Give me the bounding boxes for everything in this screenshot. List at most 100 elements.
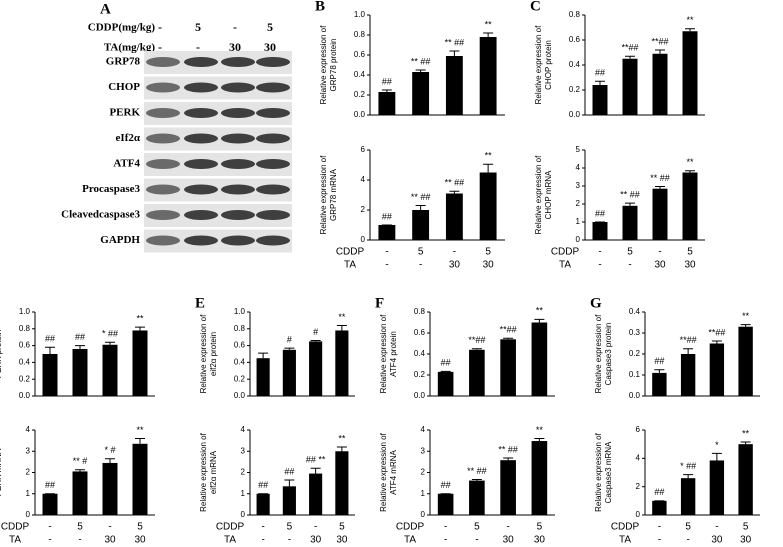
bar bbox=[652, 53, 668, 115]
x-table-name: CDDP bbox=[396, 522, 425, 533]
significance-label: ** bbox=[485, 19, 493, 29]
panel-label: C bbox=[530, 0, 541, 14]
x-table-value: 30 bbox=[104, 535, 116, 546]
y-tick-label: 1 bbox=[576, 217, 581, 226]
error-bar bbox=[534, 318, 545, 323]
x-table-value: 30 bbox=[684, 260, 696, 271]
x-table-value: - bbox=[419, 260, 422, 271]
blot-band bbox=[256, 57, 290, 67]
x-table-value: 5 bbox=[485, 247, 491, 258]
x-table-value: 30 bbox=[449, 260, 461, 271]
y-tick-label: 0.4 bbox=[629, 307, 641, 316]
bar bbox=[652, 188, 668, 240]
y-tick-label: 0.3 bbox=[629, 328, 641, 337]
bar bbox=[42, 493, 58, 515]
x-table-name: TA bbox=[224, 535, 236, 546]
bar bbox=[445, 56, 463, 115]
error-bar bbox=[503, 457, 514, 461]
blot-strip bbox=[144, 76, 292, 100]
y-tick-label: 6 bbox=[361, 145, 366, 154]
x-table-value: - bbox=[78, 535, 81, 546]
y-axis-label: Relative expression of bbox=[379, 314, 388, 393]
error-bar bbox=[336, 446, 347, 452]
condition-value: 5 bbox=[267, 20, 273, 34]
y-axis-label: ATF4 protein bbox=[389, 331, 398, 377]
x-table-value: - bbox=[453, 247, 456, 258]
x-table-value: - bbox=[598, 247, 601, 258]
y-tick-label: 0.8 bbox=[414, 307, 426, 316]
significance-label: * # bbox=[104, 445, 115, 455]
y-tick-label: 0.6 bbox=[354, 50, 366, 59]
protein-label: CHOP bbox=[108, 81, 140, 93]
significance-label: ## bbox=[45, 480, 55, 490]
panel-label: E bbox=[195, 295, 205, 311]
blot-band bbox=[184, 133, 218, 144]
x-table-value: - bbox=[48, 535, 51, 546]
y-tick-label: 4 bbox=[636, 453, 641, 462]
bar bbox=[738, 444, 753, 515]
bar bbox=[256, 493, 270, 515]
x-table-value: 5 bbox=[743, 522, 749, 533]
condition-value: 30 bbox=[264, 40, 276, 54]
condition-name: TA(mg/kg) bbox=[104, 42, 155, 54]
error-bar bbox=[75, 469, 85, 472]
error-bar bbox=[685, 28, 695, 32]
y-tick-label: 0.0 bbox=[629, 391, 641, 400]
condition-value: 30 bbox=[229, 40, 241, 54]
error-bar bbox=[415, 69, 426, 72]
significance-label: ** ## bbox=[467, 466, 487, 476]
error-bar bbox=[483, 163, 494, 173]
blot-band bbox=[146, 108, 180, 118]
y-tick-label: 0.2 bbox=[569, 85, 581, 94]
blot-band bbox=[146, 82, 180, 93]
y-tick-label: 0.6 bbox=[414, 328, 426, 337]
x-table-value: 30 bbox=[134, 535, 146, 546]
error-bar bbox=[625, 202, 635, 206]
bar bbox=[500, 460, 516, 515]
y-tick-label: 2 bbox=[241, 468, 246, 477]
y-tick-label: 1.0 bbox=[354, 10, 366, 19]
protein-label: GRP78 bbox=[106, 56, 141, 68]
bar bbox=[622, 58, 638, 115]
blot-band bbox=[184, 82, 218, 93]
y-tick-label: 0 bbox=[421, 510, 426, 519]
error-bar bbox=[654, 369, 665, 373]
protein-label: Cleavedcaspase3 bbox=[61, 209, 140, 221]
y-tick-label: 0 bbox=[26, 510, 31, 519]
protein-label: Procaspase3 bbox=[82, 183, 140, 195]
x-table-value: 30 bbox=[534, 535, 546, 546]
error-bar bbox=[105, 341, 115, 345]
x-table-value: 30 bbox=[654, 260, 666, 271]
significance-label: ## bbox=[441, 480, 451, 490]
y-tick-label: 0 bbox=[241, 510, 246, 519]
x-table-value: 5 bbox=[137, 522, 143, 533]
y-tick-label: 0.6 bbox=[569, 35, 581, 44]
condition-value: 5 bbox=[195, 20, 201, 34]
bar bbox=[42, 354, 58, 396]
error-bar bbox=[284, 347, 295, 350]
y-tick-label: 0 bbox=[636, 510, 641, 519]
y-axis-label: PERK protein bbox=[0, 330, 3, 378]
bar bbox=[412, 72, 430, 115]
y-tick-label: 0.0 bbox=[569, 110, 581, 119]
blot-band bbox=[184, 235, 218, 246]
blot-band bbox=[146, 159, 180, 169]
error-bar bbox=[711, 340, 722, 344]
x-table-value: - bbox=[288, 535, 291, 546]
y-tick-label: 0 bbox=[361, 235, 366, 244]
bar bbox=[282, 486, 296, 515]
y-tick-label: 6 bbox=[636, 425, 641, 434]
bar bbox=[479, 37, 497, 115]
y-tick-label: 4 bbox=[421, 425, 426, 434]
error-bar bbox=[449, 50, 460, 56]
x-table-value: - bbox=[444, 535, 447, 546]
significance-label: * ## bbox=[680, 461, 696, 471]
bar bbox=[378, 225, 396, 240]
blot-band bbox=[256, 82, 290, 93]
blot-band bbox=[256, 159, 290, 169]
y-tick-label: 0.8 bbox=[569, 10, 581, 19]
y-axis-label: Caspase3 protein bbox=[604, 323, 613, 386]
x-table-value: - bbox=[628, 260, 631, 271]
significance-label: **## bbox=[468, 335, 485, 345]
